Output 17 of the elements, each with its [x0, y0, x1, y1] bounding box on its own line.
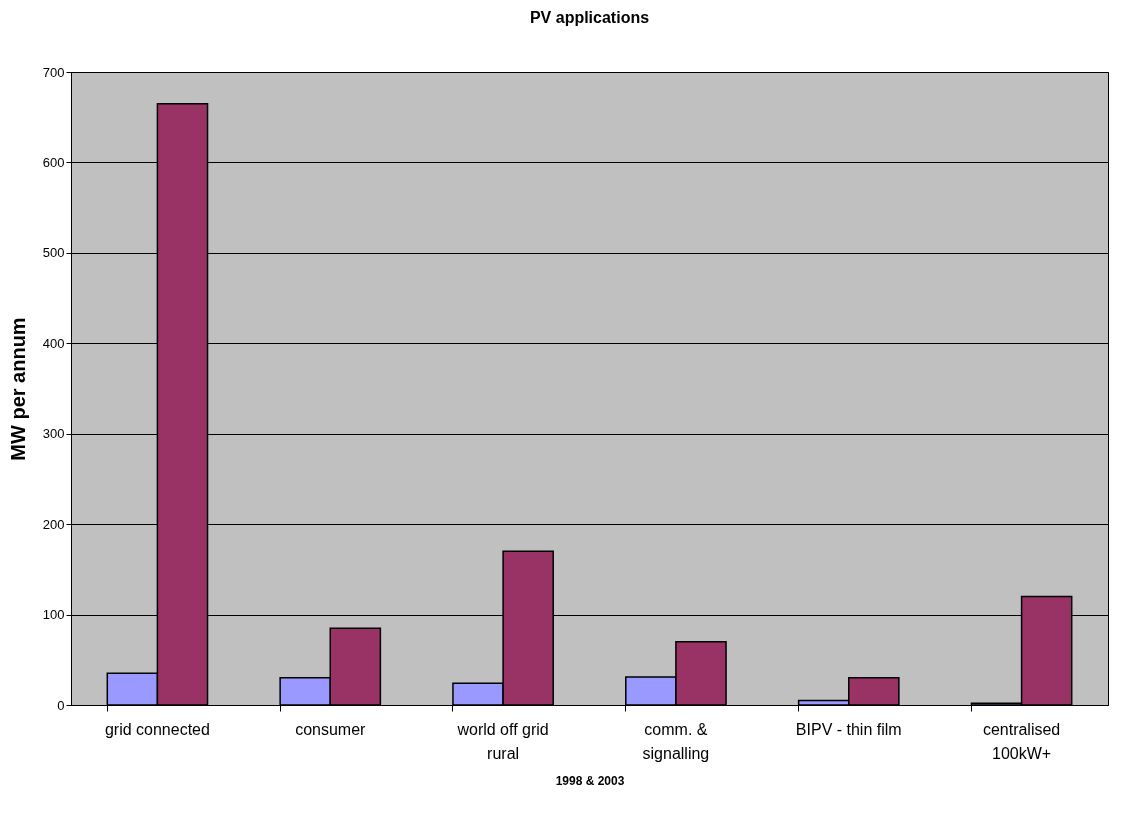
y-axis-title: MW per annum	[6, 317, 29, 461]
x-tick-label: world off grid rural	[456, 720, 549, 762]
chart-title: PV applications	[529, 9, 650, 26]
x-tick-label: BIPV - thin film	[795, 720, 902, 738]
y-tick-label: 600	[42, 154, 65, 170]
y-tick-label: 400	[42, 335, 65, 351]
x-tick-label: grid connected	[104, 720, 210, 738]
y-tick-label: 100	[42, 607, 65, 623]
y-tick-label: 500	[42, 245, 65, 261]
y-tick-label: 0	[57, 697, 65, 713]
y-tick-label: 300	[42, 426, 65, 442]
x-tick-label: centralised 100kW+	[982, 720, 1061, 762]
y-tick-label: 700	[42, 64, 65, 80]
x-tick-label: comm. & signalling	[642, 720, 710, 762]
y-tick-label: 200	[42, 516, 65, 532]
x-axis-title: 1998 & 2003	[555, 773, 625, 788]
x-tick-label: consumer	[295, 720, 367, 738]
